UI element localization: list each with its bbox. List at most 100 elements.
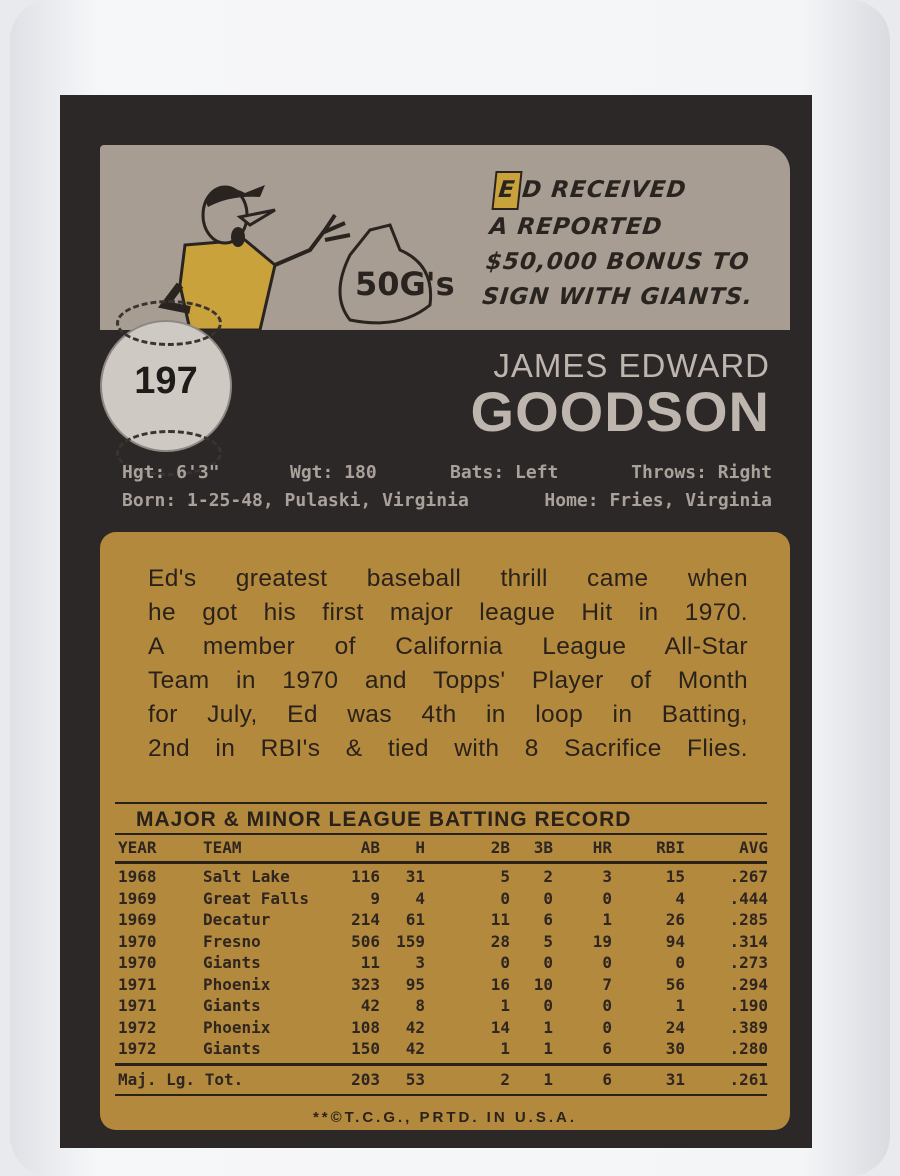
cell: 24: [665, 1017, 685, 1037]
baseball-icon: 197: [100, 300, 232, 476]
cell: .444: [729, 888, 768, 908]
cell: 1972: [118, 1017, 157, 1037]
cartoon-player-illustration: 50G's: [157, 185, 455, 330]
cell: 42: [405, 1017, 425, 1037]
caption-line: $50,000 BONUS TO: [484, 249, 751, 275]
cell: 5: [500, 867, 510, 886]
cell: 150: [351, 1039, 380, 1058]
cell: H: [415, 838, 425, 857]
cell: 56: [665, 974, 685, 994]
bio-line: A member of California League All-Star: [148, 633, 748, 660]
cell: 0: [602, 953, 612, 972]
bats: Bats: Left: [450, 462, 559, 483]
ball-seam: [116, 300, 222, 346]
cell: 1: [543, 1039, 553, 1058]
ball-seam: [116, 430, 222, 476]
divider: [115, 1094, 767, 1096]
cell: 8: [415, 996, 425, 1015]
cell: 4: [415, 888, 425, 908]
table-row: 1971 Giants 42 8 1 0 0 1 .190: [100, 996, 790, 1018]
record-title: MAJOR & MINOR LEAGUE BATTING RECORD: [136, 808, 632, 831]
cell: 6: [602, 1070, 612, 1089]
bio-line: Team in 1970 and Topps' Player of Month: [148, 667, 748, 694]
cell: .294: [729, 974, 768, 994]
cell: 6: [543, 910, 553, 929]
cell: 108: [351, 1017, 380, 1037]
table-header: YEAR TEAM AB H 2B 3B HR RBI AVG: [100, 838, 790, 860]
cell: 1969: [118, 910, 157, 929]
cell: 1: [500, 996, 510, 1015]
cell: Salt Lake: [203, 867, 290, 886]
cell: Giants: [203, 1039, 261, 1058]
cell: HR: [592, 838, 612, 857]
cell: .389: [729, 1017, 768, 1037]
cell: Great Falls: [203, 888, 309, 908]
cell: 1972: [118, 1039, 157, 1058]
copyright-footer: **©T.C.G., PRTD. IN U.S.A.: [312, 1109, 578, 1126]
weight: Wgt: 180: [290, 462, 377, 483]
cell: 1: [500, 1039, 510, 1058]
table-row: 1970 Giants 11 3 0 0 0 0 .273: [100, 953, 790, 975]
cell: 0: [602, 996, 612, 1015]
text-panel: Ed's greatest baseball thrill came when …: [100, 532, 790, 1130]
table-row: 1970 Fresno 506 159 28 5 19 94 .314: [100, 932, 790, 954]
cell: 3B: [533, 838, 553, 857]
player-last-name: GOODSON: [470, 380, 770, 443]
cell: .261: [729, 1070, 768, 1089]
table-row: 1968 Salt Lake 116 31 5 2 3 15.267: [100, 867, 790, 889]
cell: 6: [602, 1039, 612, 1058]
caption-line: A REPORTED: [488, 214, 664, 240]
cell: .273: [729, 953, 768, 972]
cell: 2B: [490, 838, 510, 857]
cell: 94: [665, 931, 685, 951]
cell: 1970: [118, 931, 157, 951]
cell: 19: [592, 931, 612, 951]
cell: 31: [405, 867, 425, 886]
cell: 203: [351, 1070, 380, 1089]
cell: 7: [602, 974, 612, 994]
cell: 61: [405, 910, 425, 929]
home: Home: Fries, Virginia: [544, 490, 772, 511]
cell: 31: [665, 1070, 685, 1089]
cell: 1: [602, 910, 612, 929]
player-first-names: JAMES EDWARD: [493, 347, 770, 384]
bio-line: he got his first major league Hit in 197…: [148, 599, 748, 626]
cell: TEAM: [203, 838, 242, 857]
caption-line: D RECEIVED: [520, 177, 688, 203]
height: Hgt: 6'3": [122, 462, 220, 483]
cell: 1: [543, 1017, 553, 1037]
cell: 1969: [118, 888, 157, 908]
cell: 1971: [118, 974, 157, 994]
cell: Giants: [203, 953, 261, 972]
cell: 506: [351, 931, 380, 951]
cell: 11: [360, 953, 380, 972]
cell: 1970: [118, 953, 157, 972]
cell: Giants: [203, 996, 261, 1015]
cell: 14: [490, 1017, 510, 1037]
cell: 4: [675, 888, 685, 908]
cell: 0: [602, 888, 612, 908]
cell: 1971: [118, 996, 157, 1015]
table-row: 1969 Decatur 214 61 11 6 1 26.285: [100, 910, 790, 932]
divider: [115, 802, 767, 804]
cell: 0: [543, 996, 553, 1015]
cell: 16: [490, 974, 510, 994]
cell: .280: [729, 1039, 768, 1058]
cell: Phoenix: [203, 974, 271, 994]
divider: [115, 1063, 767, 1066]
cell: Decatur: [203, 910, 271, 929]
cell: 9: [370, 888, 380, 908]
cell: 5: [543, 931, 553, 951]
cell: 0: [602, 1017, 612, 1037]
cell: .267: [729, 867, 768, 886]
cell: 11: [490, 910, 510, 929]
cell: 3: [602, 867, 612, 886]
cell: 323: [351, 974, 380, 994]
cell: 53: [405, 1070, 425, 1089]
cell: 10: [533, 974, 553, 994]
cell: RBI: [656, 838, 685, 857]
cell: 2: [500, 1070, 510, 1089]
card-number: 197: [134, 360, 198, 402]
